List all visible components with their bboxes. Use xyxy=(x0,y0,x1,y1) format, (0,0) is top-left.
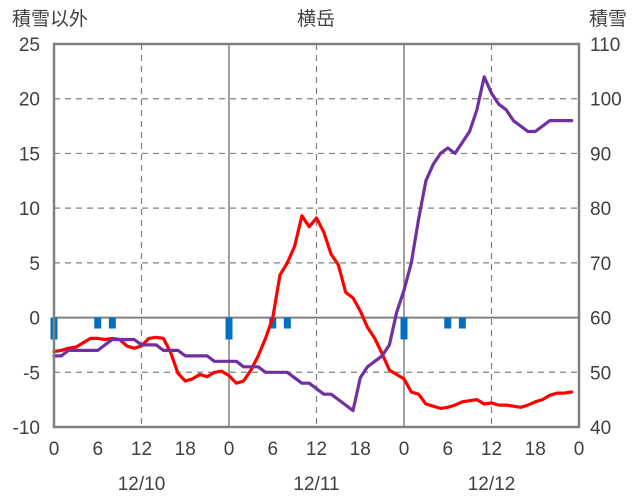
left-tick-label: 15 xyxy=(19,144,40,165)
x-tick-label: 6 xyxy=(92,439,103,460)
right-tick-label: 110 xyxy=(590,35,620,56)
x-tick-label: 0 xyxy=(399,439,410,460)
right-tick-label: 40 xyxy=(590,418,611,439)
precip-bar xyxy=(269,317,277,329)
snow-depth-line xyxy=(52,75,574,413)
grid-layer xyxy=(54,44,579,427)
chart-title: 横岳 xyxy=(297,8,335,30)
x-tick-label: 12 xyxy=(306,439,327,460)
date-label: 12/12 xyxy=(468,474,516,495)
x-tick-label: 6 xyxy=(442,439,453,460)
right-tick-label: 100 xyxy=(590,90,622,111)
x-tick-label: 18 xyxy=(350,439,371,460)
right-axis-title: 積雪 xyxy=(589,8,627,30)
date-label: 12/10 xyxy=(118,474,166,495)
right-tick-label: 60 xyxy=(590,309,611,330)
left-axis-title: 積雪以外 xyxy=(12,8,88,30)
x-tick-label: 0 xyxy=(224,439,235,460)
left-tick-label: 20 xyxy=(19,90,40,111)
precip-bar xyxy=(94,317,102,329)
axis-labels: 積雪以外 横岳 積雪 2520151050-5-1011010090807060… xyxy=(12,8,627,495)
x-tick-label: 0 xyxy=(574,439,585,460)
temperature-line xyxy=(52,214,574,410)
left-tick-label: -5 xyxy=(23,363,40,384)
left-tick-label: 5 xyxy=(29,254,40,275)
x-tick-label: 0 xyxy=(49,439,60,460)
left-tick-label: 10 xyxy=(19,199,40,220)
precipitation-bars xyxy=(50,317,466,340)
x-tick-label: 18 xyxy=(175,439,196,460)
precip-bar xyxy=(225,317,233,340)
x-tick-label: 12 xyxy=(131,439,152,460)
left-tick-label: -10 xyxy=(13,418,40,439)
precip-bar xyxy=(108,317,116,329)
x-tick-label: 18 xyxy=(525,439,546,460)
right-tick-label: 90 xyxy=(590,144,611,165)
series-lines xyxy=(52,75,574,413)
date-label: 12/11 xyxy=(293,474,339,495)
x-tick-label: 6 xyxy=(267,439,278,460)
precip-bar xyxy=(400,317,408,340)
left-tick-label: 25 xyxy=(19,35,40,56)
left-tick-label: 0 xyxy=(29,309,40,330)
right-tick-label: 80 xyxy=(590,199,611,220)
right-tick-label: 50 xyxy=(590,363,611,384)
x-tick-label: 12 xyxy=(481,439,502,460)
precip-bar xyxy=(444,317,452,329)
plot-frame xyxy=(52,42,581,429)
right-tick-label: 70 xyxy=(590,254,611,275)
precip-bar xyxy=(458,317,466,329)
precip-bar xyxy=(283,317,291,329)
